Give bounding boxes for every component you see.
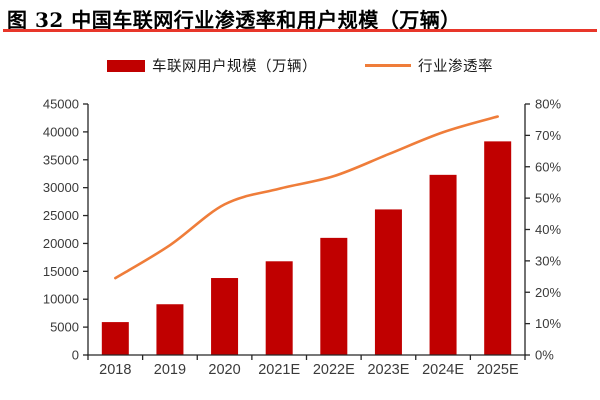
- penetration-line: [114, 115, 499, 280]
- right-tick-label: 0%: [535, 348, 554, 363]
- left-tick-label: 45000: [43, 97, 79, 112]
- left-tick-label: 35000: [43, 152, 79, 167]
- x-axis-label: 2025E: [477, 362, 519, 378]
- chart-canvas: 0 5000 10000 15000 20000 25000 30000 35000 40000…: [43, 97, 562, 379]
- bar-2021E: [265, 261, 293, 355]
- figure-title: 图 32 中国车联网行业渗透率和用户规模（万辆）: [7, 8, 461, 32]
- bar-2023E: [374, 209, 402, 355]
- bar-2019: [156, 304, 184, 355]
- bar-2018: [101, 322, 129, 355]
- bar-2022E: [320, 237, 348, 355]
- x-axis-label: 2023E: [367, 362, 409, 378]
- legend-item-users: 车联网用户规模（万辆）: [107, 55, 317, 76]
- x-axis-label: 2019: [154, 362, 186, 378]
- x-axis-label: 2018: [99, 362, 131, 378]
- left-tick-label: 20000: [43, 236, 79, 251]
- left-tick-label: 0: [72, 348, 79, 363]
- bar-2020: [211, 278, 239, 355]
- title-underline: [3, 29, 597, 32]
- legend-bar-label: 车联网用户规模（万辆）: [152, 59, 317, 75]
- x-axis-label: 2022E: [313, 362, 355, 378]
- right-tick-label: 80%: [535, 97, 561, 112]
- bar-2025E: [484, 141, 512, 355]
- left-tick-label: 30000: [43, 180, 79, 195]
- x-axis-label: 2024E: [422, 362, 464, 378]
- left-tick-label: 15000: [43, 264, 79, 279]
- right-tick-label: 20%: [535, 285, 561, 300]
- right-tick-label: 70%: [535, 128, 561, 143]
- left-tick-label: 10000: [43, 292, 79, 307]
- left-tick-label: 5000: [50, 320, 79, 335]
- left-tick-label: 40000: [43, 124, 79, 139]
- bar-2024E: [429, 174, 457, 355]
- left-tick-label: 25000: [43, 208, 79, 223]
- legend-line-label: 行业渗透率: [418, 59, 493, 75]
- x-axis-label: 2020: [208, 362, 240, 378]
- line-series-swatch-icon: [365, 64, 411, 67]
- right-tick-label: 60%: [535, 159, 561, 174]
- right-tick-label: 10%: [535, 316, 561, 331]
- chart-legend: 车联网用户规模（万辆） 行业渗透率: [0, 55, 600, 76]
- bar-series-swatch-icon: [107, 59, 145, 72]
- right-tick-label: 50%: [535, 191, 561, 206]
- x-axis-label: 2021E: [258, 362, 300, 378]
- right-tick-label: 30%: [535, 253, 561, 268]
- legend-item-penetration: 行业渗透率: [365, 55, 493, 76]
- right-tick-label: 40%: [535, 222, 561, 237]
